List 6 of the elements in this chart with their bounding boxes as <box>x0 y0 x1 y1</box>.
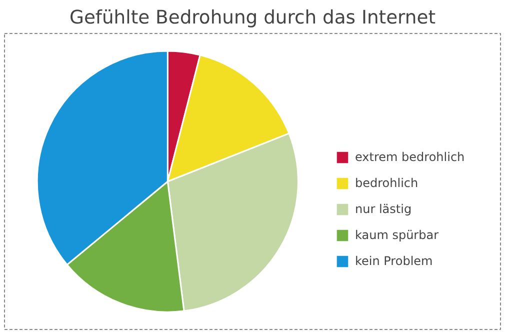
chart-title: Gefühlte Bedrohung durch das Internet <box>69 8 436 28</box>
legend-label: kein Problem <box>355 254 433 268</box>
legend-label: bedrohlich <box>355 176 418 190</box>
legend-label: extrem bedrohlich <box>355 150 465 164</box>
legend-label: kaum spürbar <box>355 228 439 242</box>
legend-label: nur lästig <box>355 202 412 216</box>
